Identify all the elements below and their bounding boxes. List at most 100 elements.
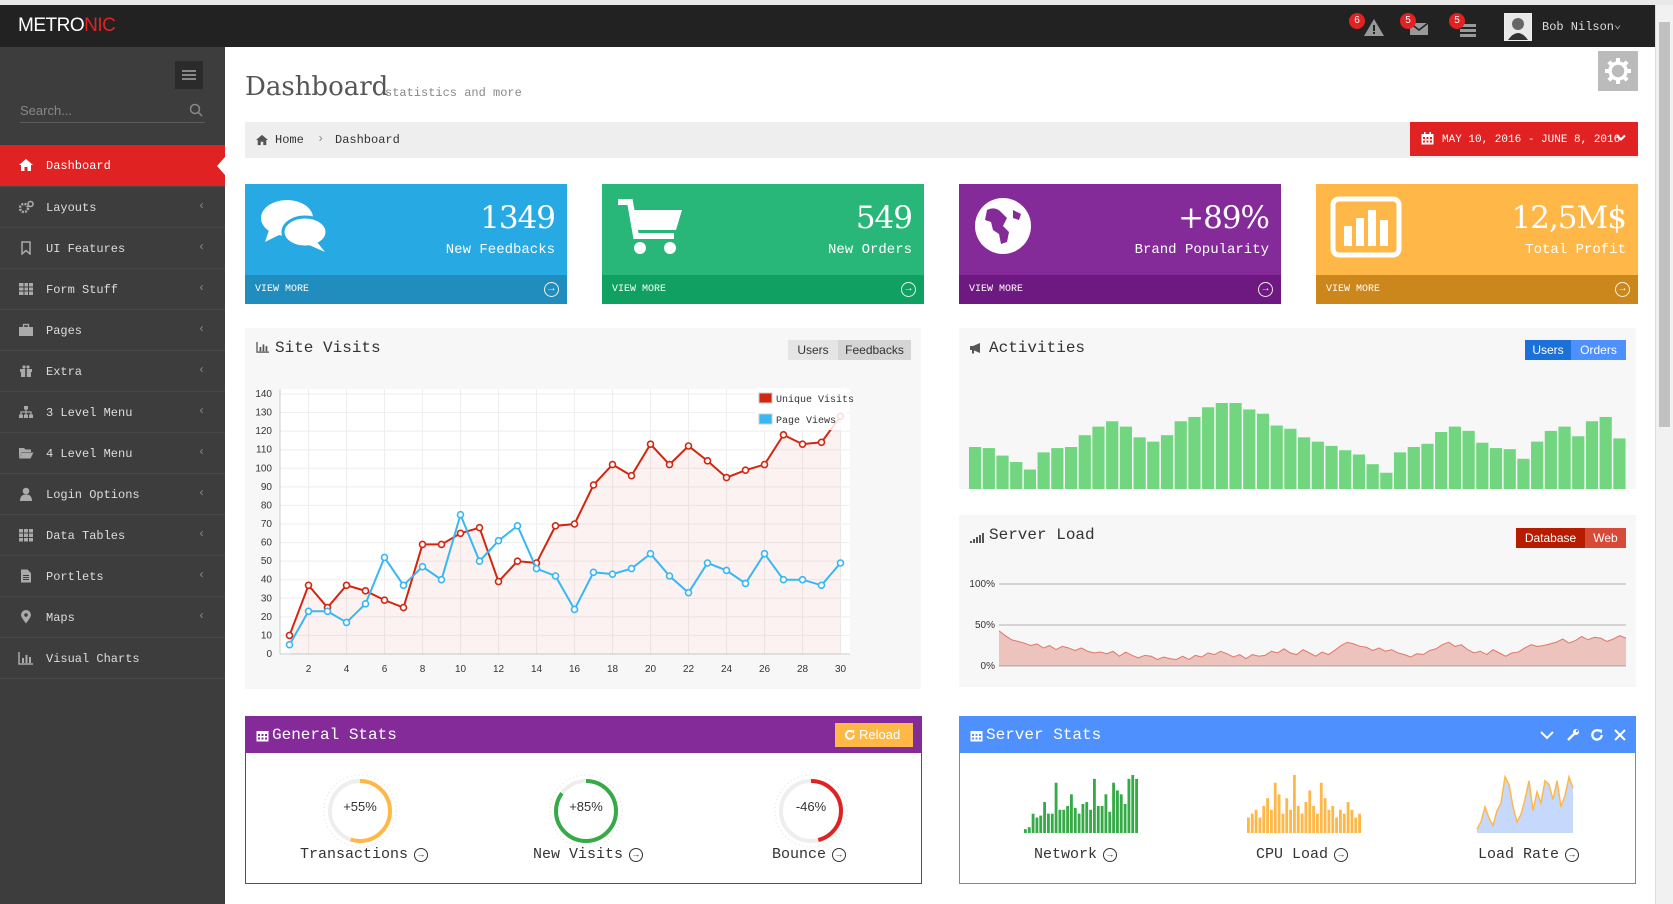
activity-bar	[1051, 448, 1064, 489]
spark-bar	[1123, 804, 1127, 833]
sidebar-item-ui-features[interactable]: UI Features ‹	[0, 227, 225, 268]
wrench-icon[interactable]	[1566, 728, 1580, 742]
activity-bar	[1010, 462, 1023, 489]
x-tick-label: 14	[531, 664, 543, 675]
arrow-right-icon: →	[1615, 282, 1630, 297]
breadcrumb-current: Dashboard	[335, 133, 400, 147]
spark-bar	[1346, 802, 1350, 833]
sidebar-item-maps[interactable]: Maps ‹	[0, 596, 225, 637]
view-more-link[interactable]: VIEW MORE →	[1316, 275, 1638, 304]
view-more-link[interactable]: VIEW MORE →	[959, 275, 1281, 304]
spark-label-cpu-load[interactable]: CPU Load →	[1256, 846, 1349, 863]
spark-label-network[interactable]: Network →	[1034, 846, 1118, 863]
sidebar-item-data-tables[interactable]: Data Tables ‹	[0, 514, 225, 555]
collapse-icon[interactable]	[1540, 730, 1554, 740]
breadcrumb-home[interactable]: Home	[275, 133, 304, 147]
avatar[interactable]	[1504, 13, 1532, 41]
warning-icon[interactable]	[1362, 15, 1386, 39]
site-visits-panel: Site Visits Users Feedbacks 0 10 20 30 40 50 6…	[245, 328, 921, 689]
sidebar-toggler[interactable]	[175, 61, 203, 89]
activity-bar	[1215, 403, 1228, 489]
spark-bar	[1308, 790, 1312, 833]
search-input[interactable]	[20, 99, 180, 121]
sidebar-item-3-level-menu[interactable]: 3 Level Menu ‹	[0, 391, 225, 432]
y-tick-label: 10	[261, 630, 273, 641]
sidebar-item-layouts[interactable]: Layouts ‹	[0, 186, 225, 227]
view-more-link[interactable]: VIEW MORE →	[602, 275, 924, 304]
close-icon[interactable]	[1614, 729, 1626, 741]
theme-settings-button[interactable]	[1598, 51, 1638, 91]
tab-users[interactable]: Users	[1525, 340, 1571, 360]
scrollbar-thumb[interactable]	[1659, 22, 1670, 427]
legend-swatch	[758, 392, 773, 404]
knob-label-new-visits[interactable]: New Visits →	[533, 846, 644, 863]
activity-bar	[1160, 435, 1174, 489]
activity-bar	[1476, 442, 1489, 489]
spark-bar	[1270, 809, 1273, 833]
calendar-icon	[1421, 132, 1434, 145]
bookmark-icon	[21, 241, 31, 255]
spark-bar	[1323, 798, 1327, 833]
tasks-icon[interactable]	[1456, 15, 1480, 39]
tab-web[interactable]: Web	[1585, 528, 1626, 548]
y-tick-label: 30	[261, 593, 273, 604]
activity-bar	[1284, 428, 1297, 489]
knob-label-bounce[interactable]: Bounce →	[772, 846, 847, 863]
sidebar-item-login-options[interactable]: Login Options ‹	[0, 473, 225, 514]
stat-tile-orders: 549 New Orders VIEW MORE →	[602, 184, 924, 304]
general-stats-portlet: General Stats Reload Transactions → New V…	[245, 716, 922, 884]
spark-bar	[1262, 805, 1266, 833]
view-more-link[interactable]: VIEW MORE →	[245, 275, 567, 304]
user-name[interactable]: Bob Nilson	[1542, 20, 1615, 34]
data-point	[570, 605, 579, 614]
logo[interactable]: METRONIC	[18, 15, 116, 36]
page-subtitle: statistics and more	[385, 86, 522, 100]
date-range-picker[interactable]: MAY 10, 2016 - JUNE 8, 2016	[1410, 122, 1638, 156]
sidebar-item-form-stuff[interactable]: Form Stuff ‹	[0, 268, 225, 309]
briefcase-icon	[19, 323, 33, 336]
x-tick-label: 20	[645, 664, 657, 675]
spark-bar	[1066, 805, 1069, 833]
arrow-right-icon: →	[1565, 848, 1580, 862]
plot-area	[280, 389, 850, 654]
knob-transactions	[323, 774, 397, 848]
spark-label-load-rate[interactable]: Load Rate →	[1478, 846, 1580, 863]
stat-value: 1349	[480, 200, 556, 236]
spark-bar	[1247, 817, 1250, 833]
sidebar-item-dashboard[interactable]: Dashboard	[0, 145, 225, 186]
activity-bar	[1092, 426, 1105, 489]
knob-label-transactions[interactable]: Transactions →	[300, 846, 429, 863]
data-point	[494, 577, 503, 586]
tab-orders[interactable]: Orders	[1571, 340, 1626, 360]
gift-icon	[20, 365, 32, 377]
x-tick-label: 12	[493, 664, 505, 675]
chevron-down-icon[interactable]: ⌄	[1614, 18, 1622, 32]
activity-bar	[1352, 454, 1366, 489]
sidebar-item-4-level-menu[interactable]: 4 Level Menu ‹	[0, 432, 225, 473]
tab-feedbacks[interactable]: Feedbacks	[838, 340, 911, 360]
spark-bar	[1104, 794, 1108, 833]
arrow-right-icon: →	[544, 282, 559, 297]
sidebar-item-portlets[interactable]: Portlets ‹	[0, 555, 225, 596]
x-tick-label: 4	[344, 664, 350, 675]
data-point	[798, 440, 807, 448]
sidebar-item-pages[interactable]: Pages ‹	[0, 309, 225, 350]
bar-chart-icon	[256, 341, 269, 353]
x-tick-label: 10	[455, 664, 467, 675]
sidebar-item-visual-charts[interactable]: Visual Charts	[0, 637, 225, 678]
activity-bar	[1544, 430, 1557, 489]
search-icon[interactable]	[189, 103, 203, 117]
refresh-icon[interactable]	[1590, 728, 1604, 742]
data-point	[551, 572, 560, 580]
load-rate-sparkline	[1476, 774, 1574, 833]
reload-button[interactable]: Reload	[835, 723, 913, 747]
data-point	[513, 522, 522, 530]
sidebar-item-extra[interactable]: Extra ‹	[0, 350, 225, 391]
spark-bar	[1054, 782, 1058, 833]
sitemap-icon	[19, 406, 33, 418]
arrow-right-icon: →	[414, 848, 429, 862]
tab-database[interactable]: Database	[1516, 528, 1585, 548]
data-point	[684, 588, 693, 597]
spark-bar	[1035, 817, 1039, 833]
tab-users[interactable]: Users	[788, 340, 838, 360]
